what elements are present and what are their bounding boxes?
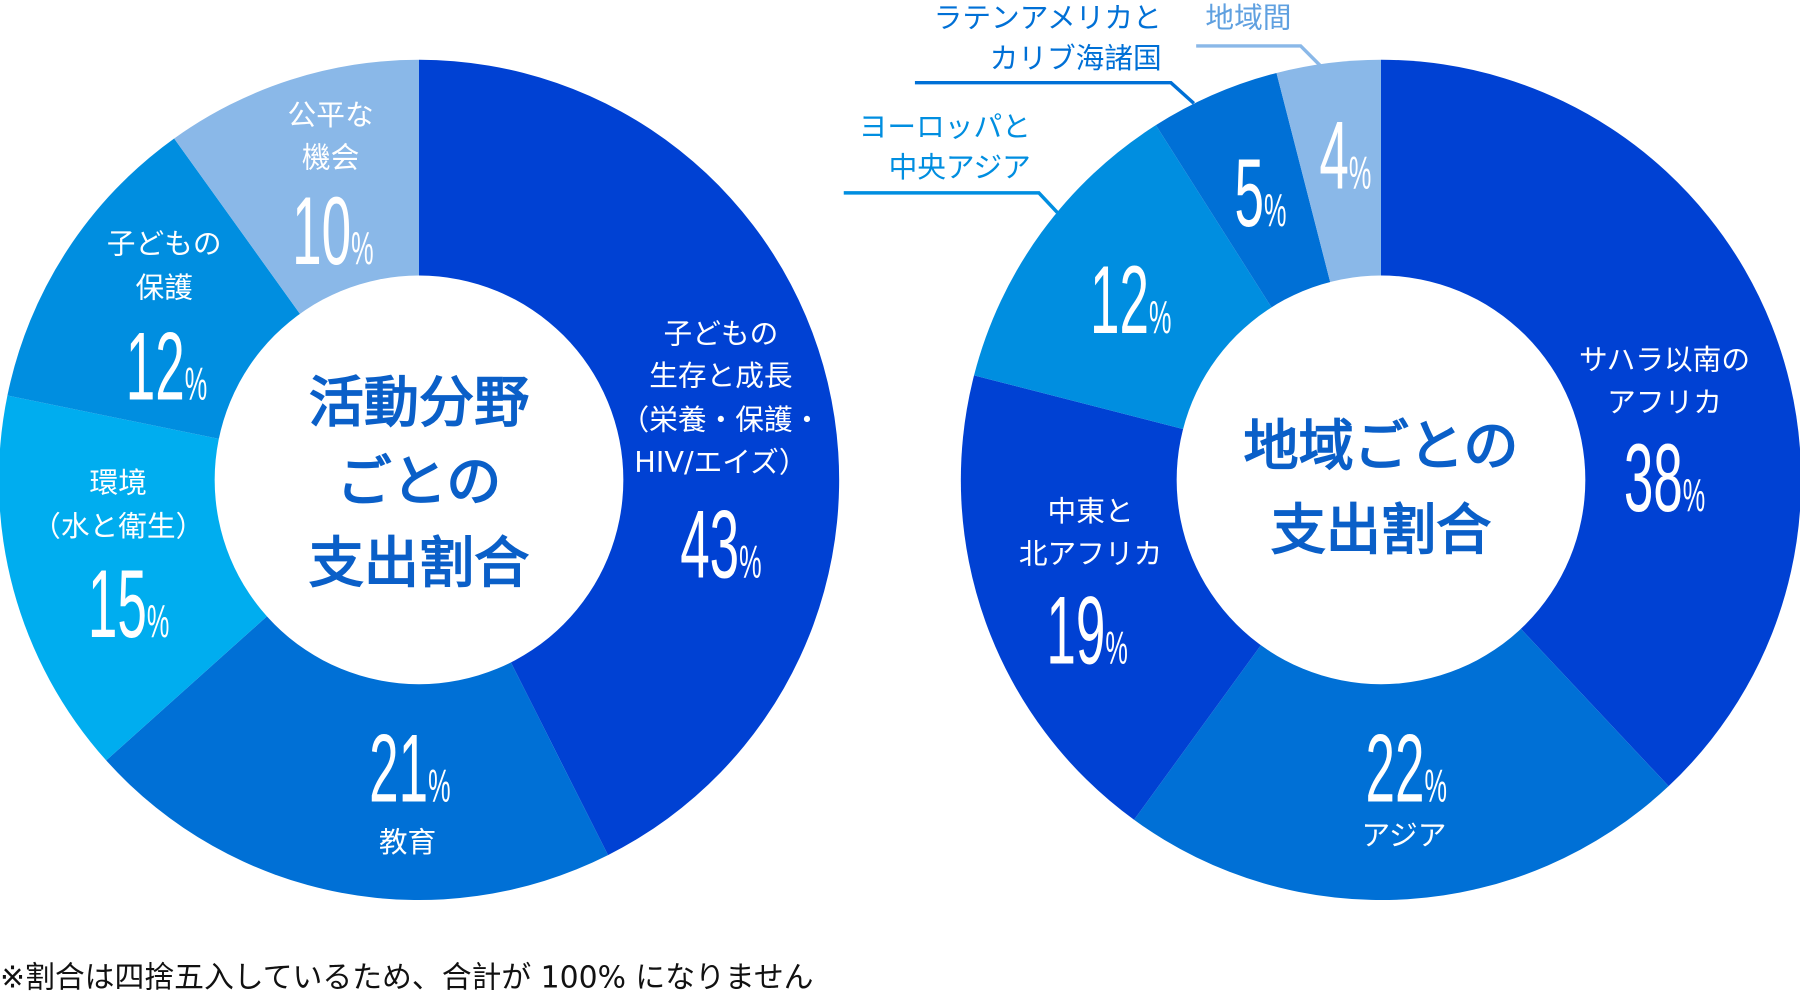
slice-value: 12% (126, 314, 207, 421)
footnote: ※割合は四捨五入しているため、合計が 100% になりません (0, 960, 814, 995)
slice-value: 5% (1234, 141, 1286, 248)
slice-label: 生存と成長 (649, 359, 792, 393)
slice-value: 43% (680, 492, 761, 599)
slice-value: 38% (1624, 425, 1705, 532)
slice-value: 4% (1319, 103, 1371, 210)
region-donut-hole (1176, 275, 1586, 685)
activity-title-line: 活動分野 (309, 370, 529, 434)
callout-leader-line (914, 80, 1196, 105)
callout-label: ヨーロッパと (859, 110, 1031, 144)
slice-value: 19% (1046, 578, 1127, 685)
donut-slice (419, 59, 840, 856)
slice-value: 10% (292, 179, 373, 286)
slice-label: （栄養・保護・ (621, 402, 822, 436)
donut-slice (1380, 59, 1800, 787)
region-title-line: 地域ごとの (1244, 414, 1519, 478)
slice-label: アジア (1361, 818, 1446, 852)
donut-slice (106, 479, 609, 901)
slice-value: 21% (369, 716, 450, 823)
slice-label: 保護 (135, 270, 192, 304)
activity-donut-hole (214, 275, 624, 685)
slice-label: 北アフリカ (1019, 537, 1162, 571)
activity-title-line: 支出割合 (309, 531, 529, 595)
slice-label: 教育 (379, 825, 436, 859)
slice-label: 子どもの (664, 316, 779, 350)
slice-label: （水と衛生） (32, 509, 204, 543)
callout-label: 中央アジア (889, 150, 1031, 184)
callout-label: 地域間 (1205, 1, 1291, 35)
callout-label: カリブ海諸国 (990, 41, 1162, 75)
callout-leader-line (1196, 44, 1322, 67)
slice-label: アフリカ (1607, 385, 1722, 419)
region-title-line: 支出割合 (1271, 498, 1491, 562)
slice-label: 中東と (1048, 494, 1134, 528)
activity-title-line: ごとの (337, 450, 502, 514)
slice-label: 子どもの (107, 227, 222, 261)
slice-label: サハラ以南の (1579, 343, 1750, 377)
callout-leader-line (843, 191, 1059, 214)
donut-slice (1134, 479, 1669, 901)
slice-label: 環境 (90, 466, 147, 500)
slice-label: 公平な機会 (287, 98, 374, 175)
slice-value: 22% (1366, 716, 1447, 823)
callout-label: ラテンアメリカと (934, 1, 1162, 35)
slice-label: HIV/エイズ） (634, 445, 807, 479)
slice-value: 12% (1090, 247, 1171, 354)
slice-label-wrap: 公平な機会 (287, 98, 374, 175)
slice-value: 15% (88, 552, 169, 659)
